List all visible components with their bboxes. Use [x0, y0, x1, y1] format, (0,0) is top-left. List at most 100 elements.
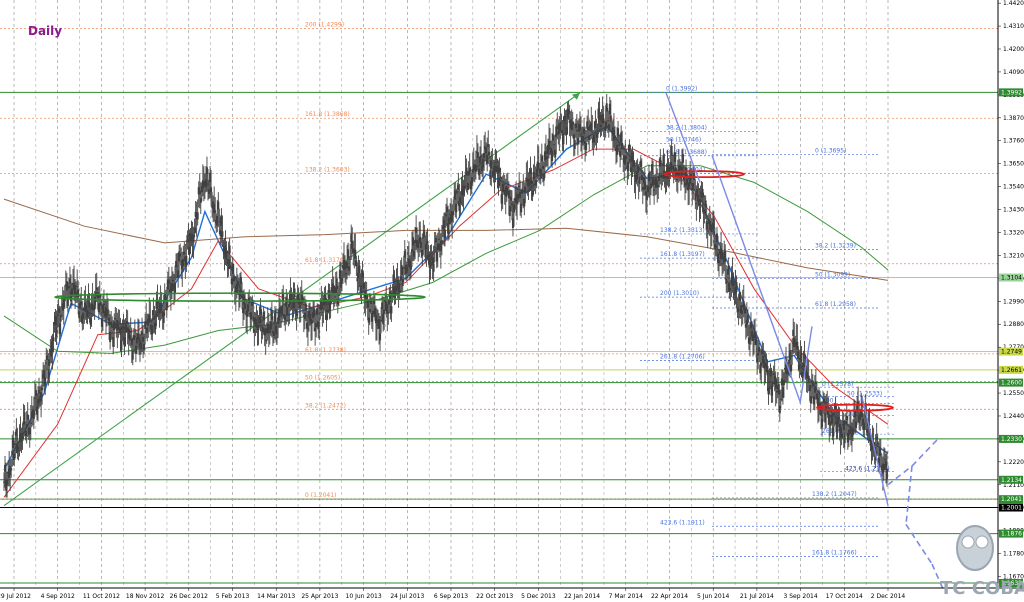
price-body [112, 337, 115, 347]
price-body [868, 423, 871, 425]
price-body [372, 299, 375, 305]
price-body [441, 226, 444, 229]
price-body [369, 298, 372, 305]
price-body [95, 287, 98, 291]
price-body [631, 152, 634, 162]
price-body [487, 144, 490, 148]
price-body [238, 290, 241, 300]
price-body [714, 245, 717, 248]
price-body [198, 190, 201, 195]
price-body [824, 412, 827, 423]
price-body [627, 161, 630, 172]
price-body [724, 251, 727, 262]
price-body [26, 414, 29, 420]
price-body [503, 189, 506, 195]
price-body [123, 337, 126, 347]
price-body [71, 288, 73, 295]
price-body [132, 335, 135, 341]
price-body [844, 421, 847, 424]
price-body [436, 243, 439, 251]
price-body [723, 255, 726, 263]
price-body [471, 169, 474, 173]
price-body [586, 121, 589, 129]
price-body [606, 120, 609, 122]
price-body [595, 133, 598, 135]
price-body [80, 301, 83, 305]
price-body [253, 329, 256, 333]
price-body [43, 370, 46, 379]
price-body [511, 218, 514, 228]
price-body [93, 296, 96, 306]
price-body [25, 424, 28, 428]
level-badge-label: 1.3992 [1001, 89, 1022, 96]
price-body [387, 311, 390, 314]
price-body [455, 203, 458, 213]
price-body [849, 427, 852, 435]
price-body [328, 301, 331, 312]
price-body [481, 165, 484, 171]
price-body [881, 463, 884, 474]
price-body [102, 304, 105, 306]
price-body [480, 156, 483, 158]
price-body [445, 214, 447, 216]
price-body [184, 256, 187, 262]
owl-eye-icon [975, 535, 989, 549]
price-body [88, 301, 91, 308]
price-body [130, 338, 133, 346]
price-body [572, 134, 575, 139]
price-body [585, 143, 588, 151]
price-body [140, 342, 143, 350]
price-body [287, 313, 290, 316]
price-body [430, 256, 433, 261]
price-body [884, 461, 887, 469]
price-body [778, 405, 781, 414]
price-body [312, 311, 315, 318]
price-body [590, 122, 593, 131]
price-body [353, 248, 356, 252]
price-body [313, 308, 316, 317]
price-body [645, 195, 648, 200]
price-body [416, 239, 419, 248]
x-tick-label: 5 Feb 2013 [216, 593, 250, 600]
price-body [710, 231, 713, 233]
price-body [566, 108, 569, 119]
price-body [616, 144, 619, 155]
price-body [125, 321, 128, 324]
price-body [236, 281, 239, 285]
price-body [177, 270, 180, 279]
consolidation-ellipse-green [54, 292, 426, 302]
price-body [159, 303, 162, 312]
fib-orange-label: 0 (1.2041) [305, 492, 336, 499]
price-body [351, 240, 354, 249]
price-body [106, 309, 109, 316]
price-body [754, 331, 757, 339]
price-body [532, 172, 535, 180]
price-body [361, 270, 364, 278]
x-tick-label: 18 Nov 2012 [126, 593, 165, 600]
price-body [273, 312, 276, 323]
price-body [869, 440, 872, 446]
price-body [432, 263, 435, 272]
price-body [501, 183, 504, 193]
price-body [596, 133, 599, 138]
level-badge [999, 273, 1023, 282]
price-body [45, 362, 48, 364]
price-body [791, 349, 794, 352]
price-body [247, 304, 250, 312]
price-body [151, 325, 154, 335]
price-body [523, 198, 526, 207]
fib-orange-label: 38.2 (1.2472) [305, 402, 346, 409]
price-body [696, 188, 699, 196]
price-body [319, 304, 322, 309]
price-body [356, 278, 359, 282]
price-body [695, 203, 698, 205]
x-tick-label: 22 Jan 2014 [564, 593, 600, 600]
price-body [279, 307, 282, 314]
price-body [800, 353, 803, 362]
level-badge-label: 1.2661 [1001, 367, 1022, 374]
price-body [602, 118, 605, 122]
price-body [812, 396, 815, 405]
fib-orange-label: 138.2 (1.3603) [305, 166, 350, 173]
price-body [217, 201, 220, 210]
price-body [637, 181, 640, 183]
